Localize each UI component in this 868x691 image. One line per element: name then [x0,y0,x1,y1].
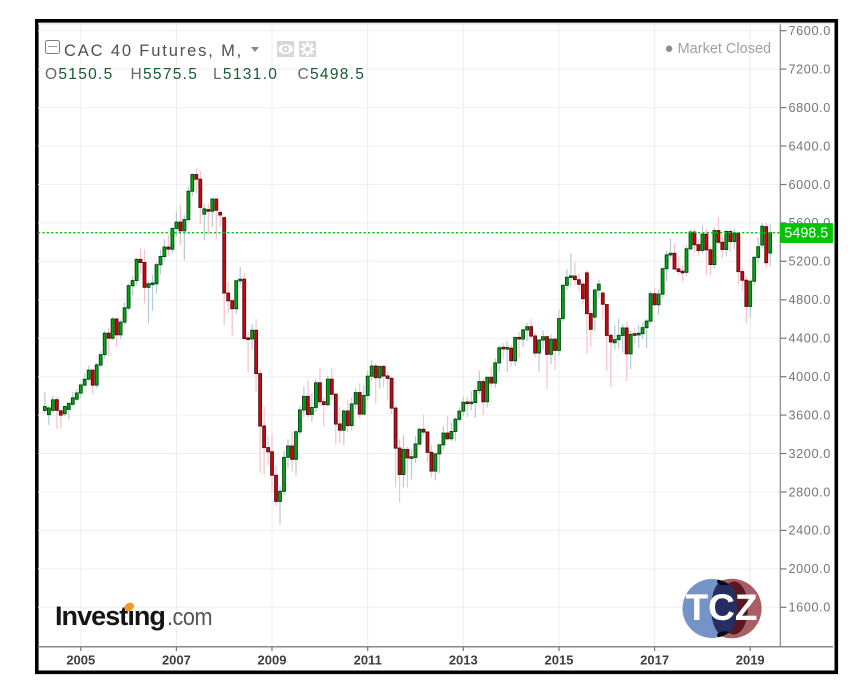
svg-text:4400.0: 4400.0 [789,332,831,346]
svg-text:2400.0: 2400.0 [789,524,831,538]
svg-text:2009: 2009 [258,653,287,668]
svg-text:5200.0: 5200.0 [789,255,831,269]
svg-text:2015: 2015 [545,653,574,668]
svg-text:2007: 2007 [162,653,191,668]
svg-text:3600.0: 3600.0 [789,408,831,422]
svg-text:1600.0: 1600.0 [789,601,831,615]
svg-text:6800.0: 6800.0 [789,101,831,115]
svg-text:2013: 2013 [449,653,478,668]
svg-text:7200.0: 7200.0 [789,62,831,76]
svg-text:2800.0: 2800.0 [789,485,831,499]
svg-text:4000.0: 4000.0 [789,370,831,384]
svg-text:2005: 2005 [66,653,95,668]
svg-text:2019: 2019 [736,653,765,668]
svg-text:6400.0: 6400.0 [789,139,831,153]
svg-text:3200.0: 3200.0 [789,447,831,461]
svg-text:TCZ: TCZ [686,587,758,628]
svg-text:7600.0: 7600.0 [789,24,831,38]
svg-text:6000.0: 6000.0 [789,178,831,192]
svg-text:4800.0: 4800.0 [789,293,831,307]
svg-text:2017: 2017 [640,653,669,668]
svg-text:5498.5: 5498.5 [784,226,828,242]
svg-text:2000.0: 2000.0 [789,562,831,576]
svg-text:2011: 2011 [354,653,382,668]
